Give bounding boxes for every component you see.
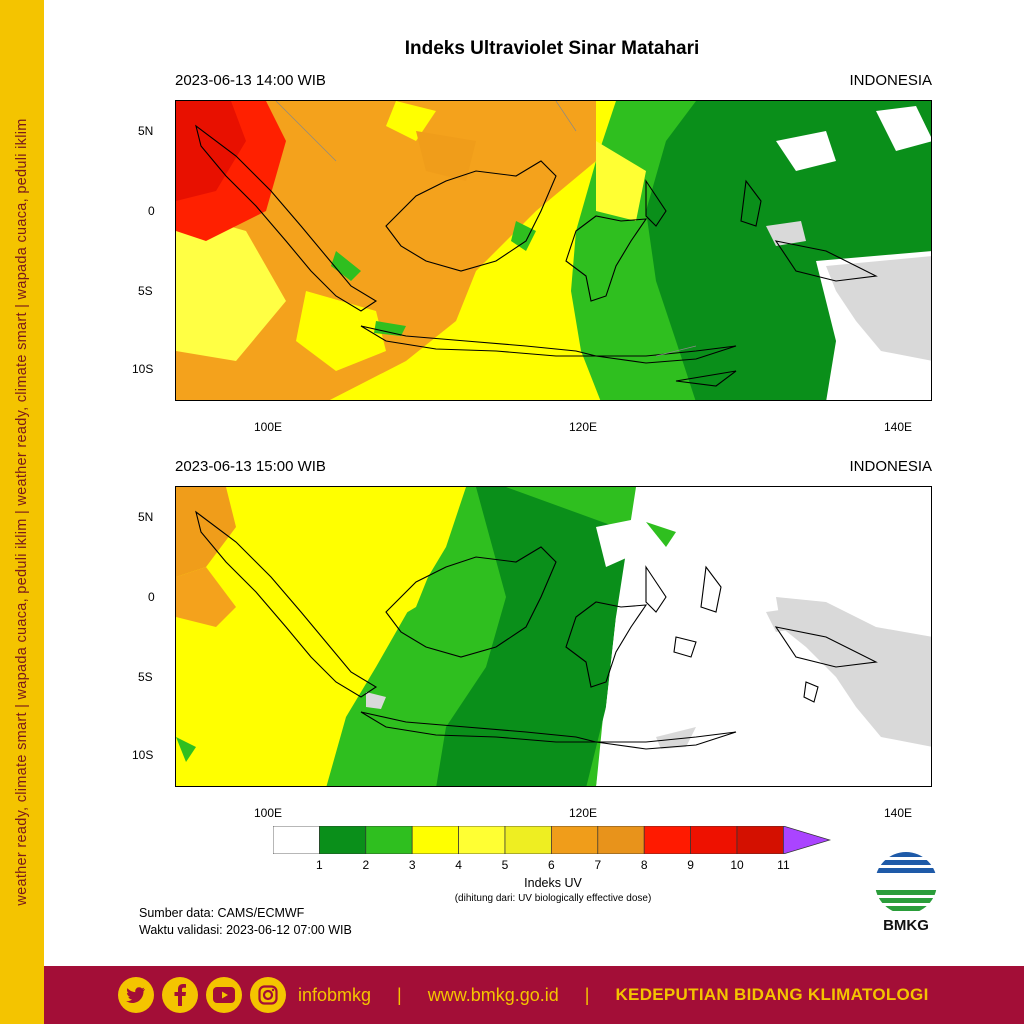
colorbar-tick: 3 xyxy=(408,858,416,872)
twitter-icon[interactable] xyxy=(118,977,154,1013)
lat-tick-0-2: 0 xyxy=(148,590,155,604)
lat-tick-5n-2: 5N xyxy=(138,510,154,524)
colorbar-tick: 4 xyxy=(455,858,462,872)
colorbar-swatch xyxy=(643,826,691,854)
footer-separator: | xyxy=(584,984,590,1005)
uv-map-1500 xyxy=(175,486,932,787)
colorbar-swatch xyxy=(597,826,645,854)
lon-tick-100e-1: 100E xyxy=(254,420,283,434)
lat-tick-5s-1: 5S xyxy=(138,284,153,298)
colorbar-swatch xyxy=(273,826,320,854)
colorbar-tick: 10 xyxy=(730,858,744,872)
uv-heatmap-1400 xyxy=(176,101,931,400)
colorbar-tick: 1 xyxy=(316,858,323,872)
chart-title: Indeks Ultraviolet Sinar Matahari xyxy=(404,38,700,59)
uv-colorbar xyxy=(273,826,832,854)
lon-tick-120e-2: 120E xyxy=(569,806,598,820)
panel2-datetime: 2023-06-13 15:00 WIB xyxy=(175,458,326,475)
colorbar-swatch xyxy=(783,826,832,854)
validity-text: Waktu validasi: 2023-06-12 07:00 WIB xyxy=(139,923,352,937)
lon-tick-100e-2: 100E xyxy=(254,806,283,820)
youtube-icon[interactable] xyxy=(206,977,242,1013)
bmkg-logo-text: BMKG xyxy=(883,917,929,934)
lat-tick-10s-2: 10S xyxy=(132,748,154,762)
panel1-region: INDONESIA xyxy=(849,72,932,89)
colorbar-label: Indeks UV xyxy=(524,876,582,890)
lon-tick-120e-1: 120E xyxy=(569,420,598,434)
lat-tick-0-1: 0 xyxy=(148,204,155,218)
lat-tick-5n-1: 5N xyxy=(138,124,154,138)
panel2-region: INDONESIA xyxy=(849,458,932,475)
colorbar-tick: 2 xyxy=(362,858,370,872)
colorbar-tick: 6 xyxy=(548,858,555,872)
side-slogan: weather ready, climate smart | wapada cu… xyxy=(14,118,30,906)
colorbar-swatch xyxy=(551,826,599,854)
colorbar-sublabel: (dihitung dari: UV biologically effectiv… xyxy=(454,893,652,904)
footer-separator: | xyxy=(397,984,402,1005)
lon-tick-140e-2: 140E xyxy=(884,806,913,820)
facebook-icon[interactable] xyxy=(162,977,198,1013)
footer-handle[interactable]: infobmkg xyxy=(298,984,372,1005)
colorbar-swatch xyxy=(411,826,459,854)
colorbar-tick: 8 xyxy=(640,858,648,872)
colorbar-swatch xyxy=(365,826,413,854)
colorbar-swatch xyxy=(690,826,738,854)
panel1-datetime: 2023-06-13 14:00 WIB xyxy=(175,72,326,89)
colorbar-tick: 9 xyxy=(687,858,694,872)
colorbar-swatch xyxy=(736,826,784,854)
uv-map-1400 xyxy=(175,100,932,401)
colorbar-swatch xyxy=(504,826,552,854)
bmkg-logo xyxy=(875,852,937,914)
lon-tick-140e-1: 140E xyxy=(884,420,913,434)
instagram-icon[interactable] xyxy=(250,977,286,1013)
lat-tick-10s-1: 10S xyxy=(132,362,154,376)
colorbar-tick: 11 xyxy=(777,858,790,872)
lat-tick-5s-2: 5S xyxy=(138,670,153,684)
colorbar-tick: 5 xyxy=(501,858,509,872)
colorbar-tick: 7 xyxy=(594,858,602,872)
colorbar-swatch xyxy=(458,826,506,854)
footer-website[interactable]: www.bmkg.go.id xyxy=(427,984,559,1005)
source-text: Sumber data: CAMS/ECMWF xyxy=(139,906,305,920)
side-band: weather ready, climate smart | wapada cu… xyxy=(0,0,44,1024)
colorbar-swatch xyxy=(319,826,367,854)
uv-heatmap-1500 xyxy=(176,487,931,786)
footer-bar: infobmkg | www.bmkg.go.id | KEDEPUTIAN B… xyxy=(44,966,1024,1024)
footer-org: KEDEPUTIAN BIDANG KLIMATOLOGI xyxy=(615,985,929,1004)
